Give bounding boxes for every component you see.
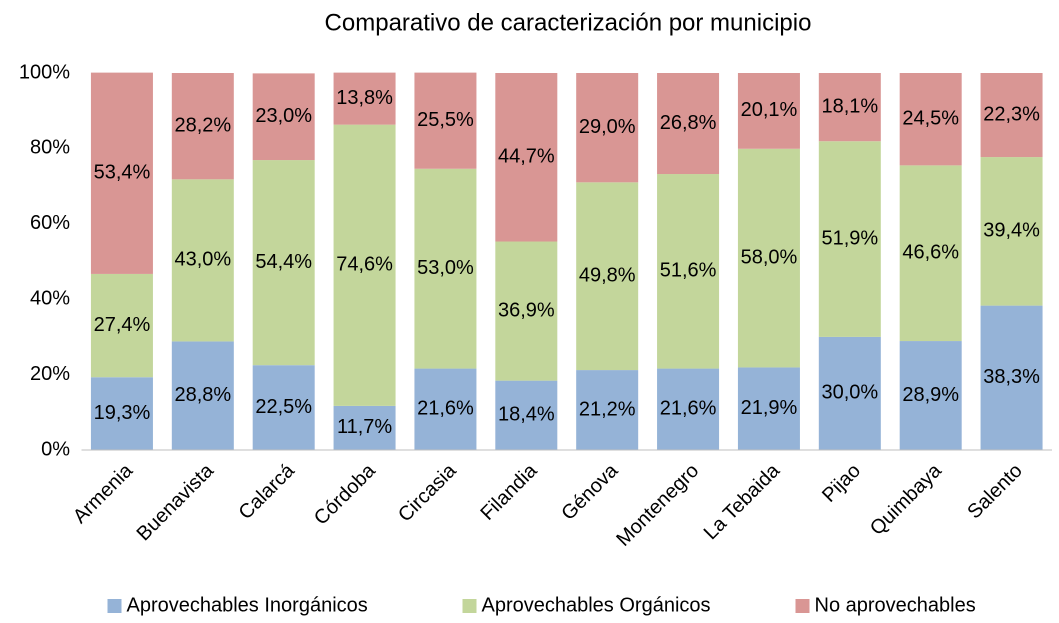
bar-segment — [333, 405, 396, 450]
y-tick-label: 0% — [41, 438, 70, 460]
data-label: 28,2% — [174, 114, 231, 136]
bar-segment — [980, 305, 1043, 450]
bar-segment — [171, 73, 234, 180]
bar-segment — [495, 380, 558, 450]
bar-segment — [495, 241, 558, 381]
data-label: 23,0% — [255, 105, 312, 127]
data-label: 53,4% — [94, 162, 151, 184]
data-label: 51,6% — [660, 260, 717, 282]
bar-segment — [333, 124, 396, 406]
y-tick-label: 60% — [30, 212, 70, 234]
bar-segment — [414, 368, 477, 450]
bar-segment — [737, 367, 800, 450]
data-label: 36,9% — [498, 299, 555, 321]
bar-segment — [818, 141, 881, 337]
data-label: 22,3% — [983, 103, 1040, 125]
legend-label: Aprovechables Inorgánicos — [127, 594, 368, 616]
bar-segment — [737, 73, 800, 149]
data-label: 74,6% — [336, 254, 393, 276]
bar-segment — [657, 73, 720, 175]
bar-segment — [576, 370, 639, 450]
data-label: 24,5% — [902, 107, 959, 129]
x-tick-label: Quimbaya — [866, 459, 947, 540]
chart-title: Comparativo de caracterización por munic… — [325, 9, 812, 36]
y-tick-label: 100% — [19, 61, 70, 83]
x-tick-label: Montenegro — [612, 460, 703, 551]
legend-label: Aprovechables Orgánicos — [482, 594, 711, 616]
bar-segment — [576, 73, 639, 183]
data-label: 53,0% — [417, 257, 474, 279]
y-tick-label: 20% — [30, 363, 70, 385]
data-label: 54,4% — [255, 251, 312, 273]
bar-segment — [171, 179, 234, 342]
bar-segment — [252, 365, 315, 450]
data-label: 20,1% — [741, 99, 798, 121]
bar-segment — [899, 165, 962, 342]
data-label: 22,5% — [255, 396, 312, 418]
data-label: 58,0% — [741, 246, 798, 268]
x-tick-label: Génova — [557, 459, 623, 525]
data-label: 28,8% — [174, 384, 231, 406]
data-label: 51,9% — [821, 227, 878, 249]
data-label: 49,8% — [579, 264, 636, 286]
legend-swatch — [107, 599, 122, 613]
bar-segment — [90, 377, 153, 450]
bar-segment — [657, 368, 720, 450]
bar-segment — [737, 148, 800, 368]
legend-label: No aprovechables — [815, 594, 976, 616]
data-label: 21,6% — [417, 398, 474, 420]
bar-segment — [899, 341, 962, 450]
data-label: 28,9% — [902, 384, 959, 406]
y-tick-label: 40% — [30, 287, 70, 309]
bar-segment — [657, 174, 720, 369]
legend-swatch — [795, 599, 810, 613]
x-tick-label: La Tebaida — [700, 459, 785, 544]
bar-segment — [414, 72, 477, 169]
data-label: 29,0% — [579, 116, 636, 138]
bar-segment — [899, 73, 962, 166]
bar-segment — [980, 73, 1043, 158]
bar-segment — [414, 168, 477, 369]
data-label: 46,6% — [902, 241, 959, 263]
bar-segment — [252, 73, 315, 161]
data-label: 21,2% — [579, 398, 636, 420]
data-label: 30,0% — [821, 382, 878, 404]
x-tick-label: Buenavista — [133, 459, 219, 545]
data-label: 25,5% — [417, 109, 474, 131]
data-label: 39,4% — [983, 220, 1040, 242]
x-tick-label: Córdoba — [310, 459, 380, 529]
bar-segment — [495, 73, 558, 242]
x-tick-label: Salento — [963, 460, 1027, 524]
data-label: 21,9% — [741, 397, 798, 419]
x-tick-label: Calarcá — [235, 459, 300, 524]
data-label: 18,1% — [821, 95, 878, 117]
data-label: 19,3% — [94, 402, 151, 424]
bar-segment — [818, 336, 881, 450]
x-tick-label: Armenia — [69, 459, 138, 528]
bar-segment — [818, 73, 881, 142]
x-tick-label: Filandia — [476, 459, 542, 525]
bar-segment — [90, 72, 153, 274]
y-tick-label: 80% — [30, 137, 70, 159]
bar-segment — [252, 160, 315, 366]
data-label: 38,3% — [983, 366, 1040, 388]
x-tick-label: Circasia — [394, 459, 461, 526]
data-label: 18,4% — [498, 404, 555, 426]
bar-segment — [333, 72, 396, 125]
bar-segment — [980, 157, 1043, 306]
data-label: 27,4% — [94, 314, 151, 336]
x-tick-label: Pijao — [818, 460, 865, 507]
data-label: 11,7% — [337, 416, 392, 438]
data-label: 44,7% — [498, 146, 555, 168]
bar-segment — [171, 341, 234, 450]
bar-segment — [576, 182, 639, 371]
data-label: 43,0% — [174, 249, 231, 271]
data-label: 21,6% — [660, 398, 717, 420]
data-label: 13,8% — [336, 87, 393, 109]
data-label: 26,8% — [660, 112, 717, 134]
bar-segment — [90, 273, 153, 378]
legend-swatch — [462, 599, 477, 613]
